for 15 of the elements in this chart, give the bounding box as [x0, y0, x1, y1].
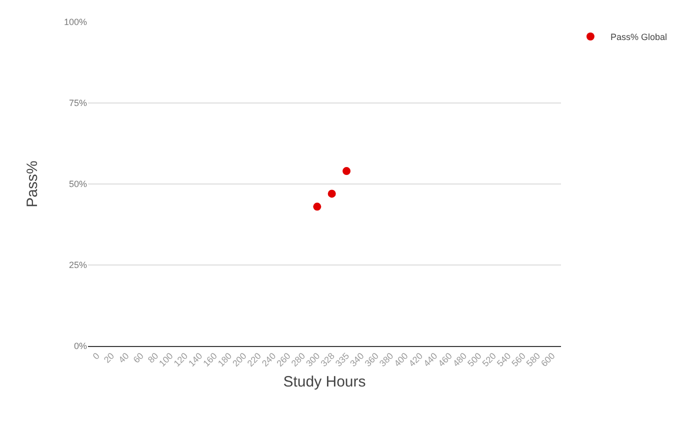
y-tick-label: 100%	[64, 17, 87, 28]
y-axis-title: Pass%	[24, 160, 42, 208]
point	[313, 202, 322, 211]
x-tick-label: 20	[102, 350, 116, 365]
x-tick-label: 0	[90, 350, 102, 362]
point	[342, 167, 351, 176]
y-tick-label: 75%	[68, 98, 87, 108]
x-tick-label: 40	[116, 350, 131, 365]
x-tick-label: 60	[131, 350, 146, 365]
x-axis-title: Study Hours	[283, 374, 366, 391]
y-tick-label: 50%	[68, 179, 87, 190]
y-tick-label: 25%	[68, 260, 87, 270]
point	[328, 190, 336, 198]
y-tick-label: 0%	[74, 341, 87, 352]
legend-label: Pass% Global	[610, 32, 667, 42]
